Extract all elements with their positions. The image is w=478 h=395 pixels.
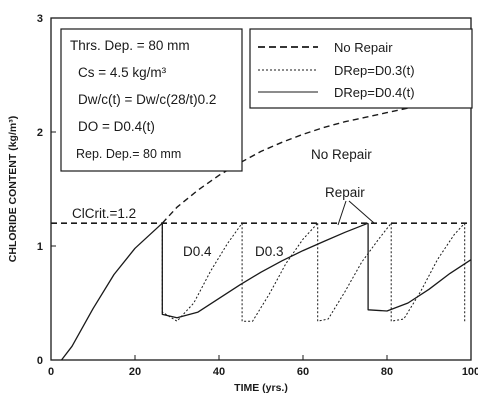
legend-label-d03: DRep=D0.3(t): [334, 63, 415, 78]
x-tick-label: 80: [381, 366, 393, 378]
repair-arrow-left: [337, 200, 347, 226]
axis-ticks: 0 20 40 60 80 100 0 1 2 3: [37, 13, 478, 378]
series-dotted-segment-0: [161, 222, 243, 322]
series-dashed-segment-0: [161, 97, 472, 224]
legend: No Repair DRep=D0.3(t) DRep=D0.4(t): [249, 28, 473, 109]
series-layer: [60, 97, 472, 361]
d04-curve-label: D0.4: [183, 244, 212, 259]
repair-label: Repair: [325, 185, 365, 200]
legend-label-d04: DRep=D0.4(t): [334, 85, 415, 100]
x-tick-label: 0: [48, 366, 54, 378]
info-box: Thrs. Dep. = 80 mm Cs = 4.5 kg/m³ Dw/c(t…: [60, 28, 243, 172]
y-tick-label: 1: [37, 241, 43, 253]
threshold-label: ClCrit.=1.2: [72, 206, 136, 221]
info-line-initial-diffusion: DO = D0.4(t): [78, 119, 155, 134]
series-dotted-segment-1: [241, 222, 319, 322]
info-line-threshold-depth: Thrs. Dep. = 80 mm: [70, 38, 190, 53]
legend-frame: [249, 28, 473, 109]
d03-curve-label: D0.3: [255, 244, 284, 259]
y-tick-label: 2: [37, 127, 43, 139]
y-axis-title: CHLORIDE CONTENT (kg/m³): [7, 116, 19, 262]
series-solid-segment-0: [60, 222, 163, 361]
no-repair-curve-label: No Repair: [311, 147, 372, 162]
x-tick-label: 20: [129, 366, 141, 378]
x-tick-label: 60: [297, 366, 309, 378]
series-dotted-segment-2: [317, 222, 392, 322]
info-line-surface-chloride: Cs = 4.5 kg/m³: [78, 65, 167, 80]
info-box-frame: [60, 28, 243, 172]
legend-label-no-repair: No Repair: [334, 40, 393, 55]
x-axis-title: TIME (yrs.): [234, 382, 288, 394]
series-solid-segment-2: [367, 223, 472, 312]
x-tick-label: 100: [462, 366, 478, 378]
series-dotted-segment-3: [390, 222, 466, 322]
x-tick-label: 40: [213, 366, 225, 378]
repair-arrow-right: [348, 200, 375, 224]
y-tick-label: 0: [37, 355, 43, 367]
plot-frame: [50, 17, 472, 361]
series-solid-segment-1: [161, 222, 369, 319]
y-tick-label: 3: [37, 13, 43, 25]
info-line-diffusion: Dw/c(t) = Dw/c(28/t)0.2: [78, 92, 216, 107]
info-line-repair-depth: Rep. Dep.= 80 mm: [76, 147, 181, 161]
